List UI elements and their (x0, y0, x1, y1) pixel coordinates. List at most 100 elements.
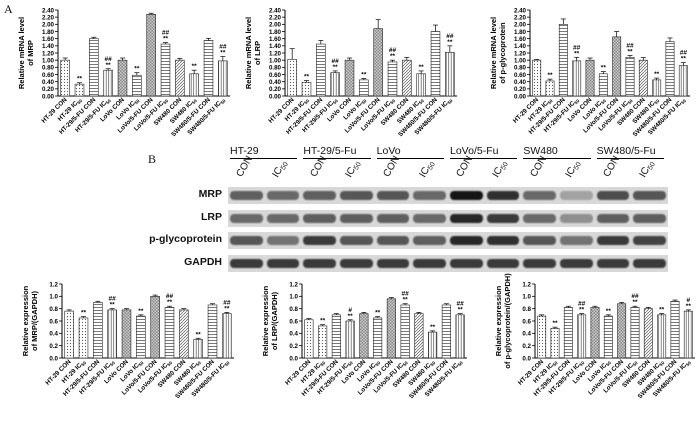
bar (603, 315, 613, 359)
blot-band (303, 214, 336, 223)
blot-lane-label: IC50 (417, 161, 437, 180)
y-tick-label: 1.80 (269, 29, 282, 36)
blot-group-label: SW480 (523, 145, 558, 157)
y-tick-label: 0.80 (514, 65, 527, 72)
bar (318, 325, 328, 359)
y-tick-label: 0.6 (289, 318, 298, 325)
blot-band (303, 191, 336, 200)
blot-group-label: SW480/5-Fu (596, 145, 656, 157)
significance-mark: # (687, 297, 691, 304)
y-tick-label: 1.20 (42, 50, 55, 57)
panel-b-label: B (148, 152, 157, 166)
y-tick-label: 0.8 (522, 306, 531, 313)
significance-mark: ** (659, 307, 665, 314)
blot-strip (228, 255, 668, 272)
significance-mark: ## (389, 47, 397, 54)
y-tick-label: 0.2 (49, 343, 58, 350)
significance-mark: ** (375, 310, 381, 317)
blot-group-underline (230, 158, 298, 159)
y-tick-label: 0.80 (42, 65, 55, 72)
significance-mark: ** (348, 313, 354, 320)
blot-band (486, 236, 520, 245)
y-tick-label: 2.00 (269, 22, 282, 29)
blot-band (376, 259, 410, 268)
significance-mark: ** (361, 71, 367, 78)
blot-band (340, 236, 373, 245)
blot-band (450, 259, 483, 268)
blot-band (340, 214, 373, 223)
bar (304, 319, 314, 359)
blot-group-label: LoVo (376, 145, 401, 157)
significance-mark: ## (680, 50, 688, 57)
y-axis-label: Relative mRNA levelof MRP (17, 17, 35, 89)
significance-mark: ## (578, 301, 586, 308)
significance-mark: ** (167, 299, 173, 306)
bar (78, 317, 89, 359)
blot-band (560, 214, 593, 223)
bar (193, 339, 203, 359)
bar (400, 304, 410, 359)
significance-mark: ** (134, 66, 140, 73)
significance-mark: ** (419, 64, 425, 71)
blot-group-underline (596, 158, 664, 159)
y-axis-label: Relative expressionof LRP/(GAPDH) (261, 285, 279, 356)
bar (121, 309, 132, 359)
bar (630, 307, 640, 359)
blot-band (266, 214, 300, 223)
y-tick-label: 1.40 (514, 43, 527, 50)
blot-band (560, 191, 593, 200)
bar (683, 310, 693, 359)
y-tick-label: 2.20 (514, 14, 527, 21)
y-tick-label: 1.00 (269, 57, 282, 64)
significance-mark: ## (162, 30, 170, 37)
blot-band (340, 191, 373, 200)
bar (359, 313, 369, 359)
y-tick-label: 0.0 (49, 355, 58, 362)
blot-lane-label: IC50 (343, 161, 364, 180)
blot-band (596, 259, 630, 268)
bar (670, 300, 680, 359)
significance-mark: ** (81, 310, 87, 317)
y-tick-label: 1.2 (49, 281, 58, 288)
blot-band (413, 259, 446, 268)
y-axis-label: Relative expressionof p-glycoprotein/(GA… (494, 273, 512, 369)
significance-mark: ** (304, 74, 310, 81)
y-tick-label: 0.20 (42, 86, 55, 93)
blot-band (523, 236, 556, 245)
significance-mark: ** (447, 39, 453, 46)
blot-group-underline (376, 158, 444, 159)
significance-mark: ** (627, 49, 633, 56)
y-tick-label: 1.20 (514, 50, 527, 57)
blot-band (596, 191, 630, 200)
y-tick-label: 0.60 (42, 72, 55, 79)
y-tick-label: 0.00 (42, 93, 55, 100)
y-tick-label: 0.20 (269, 86, 282, 93)
significance-mark: ** (579, 307, 585, 314)
y-tick-label: 0.00 (514, 93, 527, 100)
blot-band (303, 259, 336, 268)
significance-mark: ** (458, 307, 464, 314)
y-tick-label: 1.0 (289, 294, 298, 301)
blot-band (486, 259, 520, 268)
bar (107, 309, 117, 359)
significance-mark: ** (224, 305, 230, 312)
y-tick-label: 1.60 (269, 36, 282, 43)
blot-band (266, 236, 300, 245)
y-tick-label: 1.40 (269, 43, 282, 50)
significance-mark: ## (457, 301, 465, 308)
blot-band (523, 259, 556, 268)
y-tick-label: 0.8 (289, 306, 298, 313)
blot-row-label: MRP (198, 188, 222, 200)
blot-band (230, 191, 263, 200)
bar (617, 303, 627, 359)
significance-mark: ** (77, 76, 83, 83)
bar (93, 302, 103, 359)
significance-mark: ** (106, 62, 112, 69)
significance-mark: ** (547, 72, 553, 79)
chart-protein-lrp: Relative expressionof LRP/(GAPDH) 0.0 0.2 0… (261, 281, 467, 400)
blot-band (230, 259, 263, 268)
y-tick-label: 1.00 (42, 57, 55, 64)
bar (590, 307, 600, 359)
blot-band (633, 259, 666, 268)
significance-mark: ** (196, 331, 202, 338)
